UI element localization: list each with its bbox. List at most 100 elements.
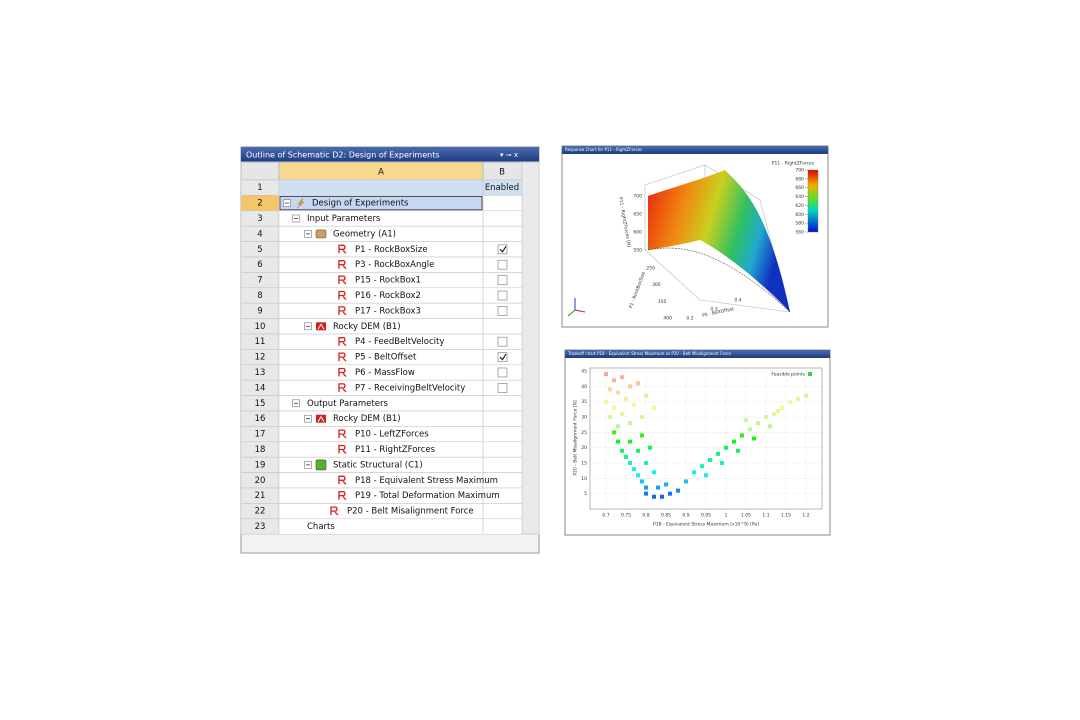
- pin-icons[interactable]: ▾ ⊸ x: [500, 151, 518, 159]
- cell-b[interactable]: [482, 395, 523, 412]
- row-number: 9: [257, 306, 262, 316]
- cell-b[interactable]: [482, 210, 523, 227]
- legend-title: P11 - RightZForces: [772, 161, 815, 167]
- point: [612, 430, 616, 435]
- row-label: P5 - BeltOffset: [355, 353, 417, 363]
- point: [636, 448, 640, 453]
- y-tick-label: 15: [581, 461, 587, 467]
- checkbox[interactable]: [497, 290, 508, 301]
- row-label: Static Structural (C1): [333, 460, 423, 470]
- cell-a[interactable]: [278, 179, 484, 196]
- legend-label: Feasible points: [771, 372, 805, 378]
- row-number: 1: [257, 183, 262, 193]
- cell-b[interactable]: [482, 456, 523, 473]
- point: [716, 451, 720, 456]
- checkbox[interactable]: [497, 259, 508, 270]
- row-label: P15 - RockBox1: [355, 276, 421, 286]
- point: [720, 461, 724, 466]
- row-label: P6 - MassFlow: [355, 368, 415, 378]
- y-tick-label: 5: [584, 491, 587, 497]
- point: [620, 448, 624, 453]
- x-tick-label: 0.8: [642, 513, 649, 519]
- point: [704, 473, 708, 478]
- cell-b[interactable]: [482, 225, 523, 242]
- color-bar-label: 600: [795, 212, 804, 218]
- row-number: 4: [257, 229, 262, 239]
- checkbox[interactable]: [497, 275, 508, 285]
- point: [616, 439, 620, 444]
- color-bar: [807, 169, 819, 233]
- y-tick-label: 20: [581, 445, 587, 451]
- cell-b[interactable]: [482, 518, 523, 535]
- cell-b[interactable]: [482, 426, 523, 443]
- checkbox[interactable]: [497, 352, 508, 362]
- title-bar: [241, 147, 539, 162]
- x-tick-label: 0.75: [621, 513, 631, 519]
- column-b-header: Enabled: [485, 183, 519, 193]
- title-bar: [562, 146, 828, 154]
- row-label: P11 - RightZForces: [355, 445, 436, 455]
- zticks-label: 550: [633, 248, 642, 254]
- scrollbar[interactable]: [521, 161, 540, 535]
- orientation-triad: [567, 298, 586, 317]
- row-label: P18 - Equivalent Stress Maximum: [355, 476, 498, 486]
- row-label: P3 - RockBoxAngle: [355, 260, 434, 270]
- point: [708, 457, 712, 462]
- cell-b[interactable]: [482, 195, 523, 212]
- parameter-icon: [338, 367, 347, 377]
- row-label: Geometry (A1): [333, 229, 396, 239]
- row-number: 13: [255, 368, 266, 378]
- yticks-label: 0.4: [734, 298, 741, 304]
- point: [624, 396, 628, 401]
- row-label: Design of Experiments: [312, 199, 409, 209]
- point: [624, 454, 628, 459]
- row-number: 10: [255, 322, 266, 332]
- row-label: P17 - RockBox3: [355, 306, 421, 316]
- row-number: 7: [257, 276, 262, 286]
- parameter-icon: [338, 244, 347, 254]
- zticks-label: 650: [633, 212, 642, 218]
- y-tick-label: 40: [581, 384, 587, 390]
- cell-b[interactable]: [482, 410, 523, 427]
- point: [748, 427, 752, 432]
- point: [804, 393, 808, 398]
- point: [644, 461, 648, 466]
- cell-b[interactable]: [482, 318, 523, 335]
- y-tick-label: 45: [581, 369, 587, 375]
- parameter-icon: [338, 383, 347, 393]
- point: [764, 415, 768, 420]
- x-tick-label: 0.7: [602, 513, 609, 519]
- point: [732, 439, 736, 444]
- point: [640, 433, 644, 438]
- point: [644, 393, 648, 398]
- x-tick-label: 0.95: [701, 513, 711, 519]
- point: [644, 491, 648, 496]
- point: [640, 415, 644, 420]
- checkbox[interactable]: [497, 367, 508, 378]
- checkbox[interactable]: [497, 383, 508, 393]
- checkbox[interactable]: [497, 336, 508, 347]
- point: [616, 424, 620, 429]
- row-number: 22: [255, 507, 266, 517]
- point: [652, 494, 656, 499]
- xticks-label: 400: [663, 316, 672, 322]
- geometry-icon: [315, 229, 327, 239]
- x-tick-label: 1: [725, 513, 728, 519]
- point: [796, 396, 800, 401]
- parameter-icon: [338, 444, 347, 454]
- legend-swatch: [808, 372, 812, 376]
- cell-b[interactable]: [482, 503, 523, 520]
- checkbox[interactable]: [497, 306, 508, 316]
- x-tick-label: 0.9: [682, 513, 689, 519]
- check-mark: [499, 353, 507, 361]
- row-label: P10 - LeftZForces: [355, 430, 429, 440]
- point: [660, 494, 664, 499]
- checkbox[interactable]: [497, 244, 508, 255]
- check-mark: [499, 245, 507, 253]
- cell-b[interactable]: [482, 441, 523, 458]
- point: [608, 387, 612, 392]
- point: [612, 405, 616, 410]
- row-number: 15: [255, 399, 266, 409]
- row-number: 5: [257, 245, 262, 255]
